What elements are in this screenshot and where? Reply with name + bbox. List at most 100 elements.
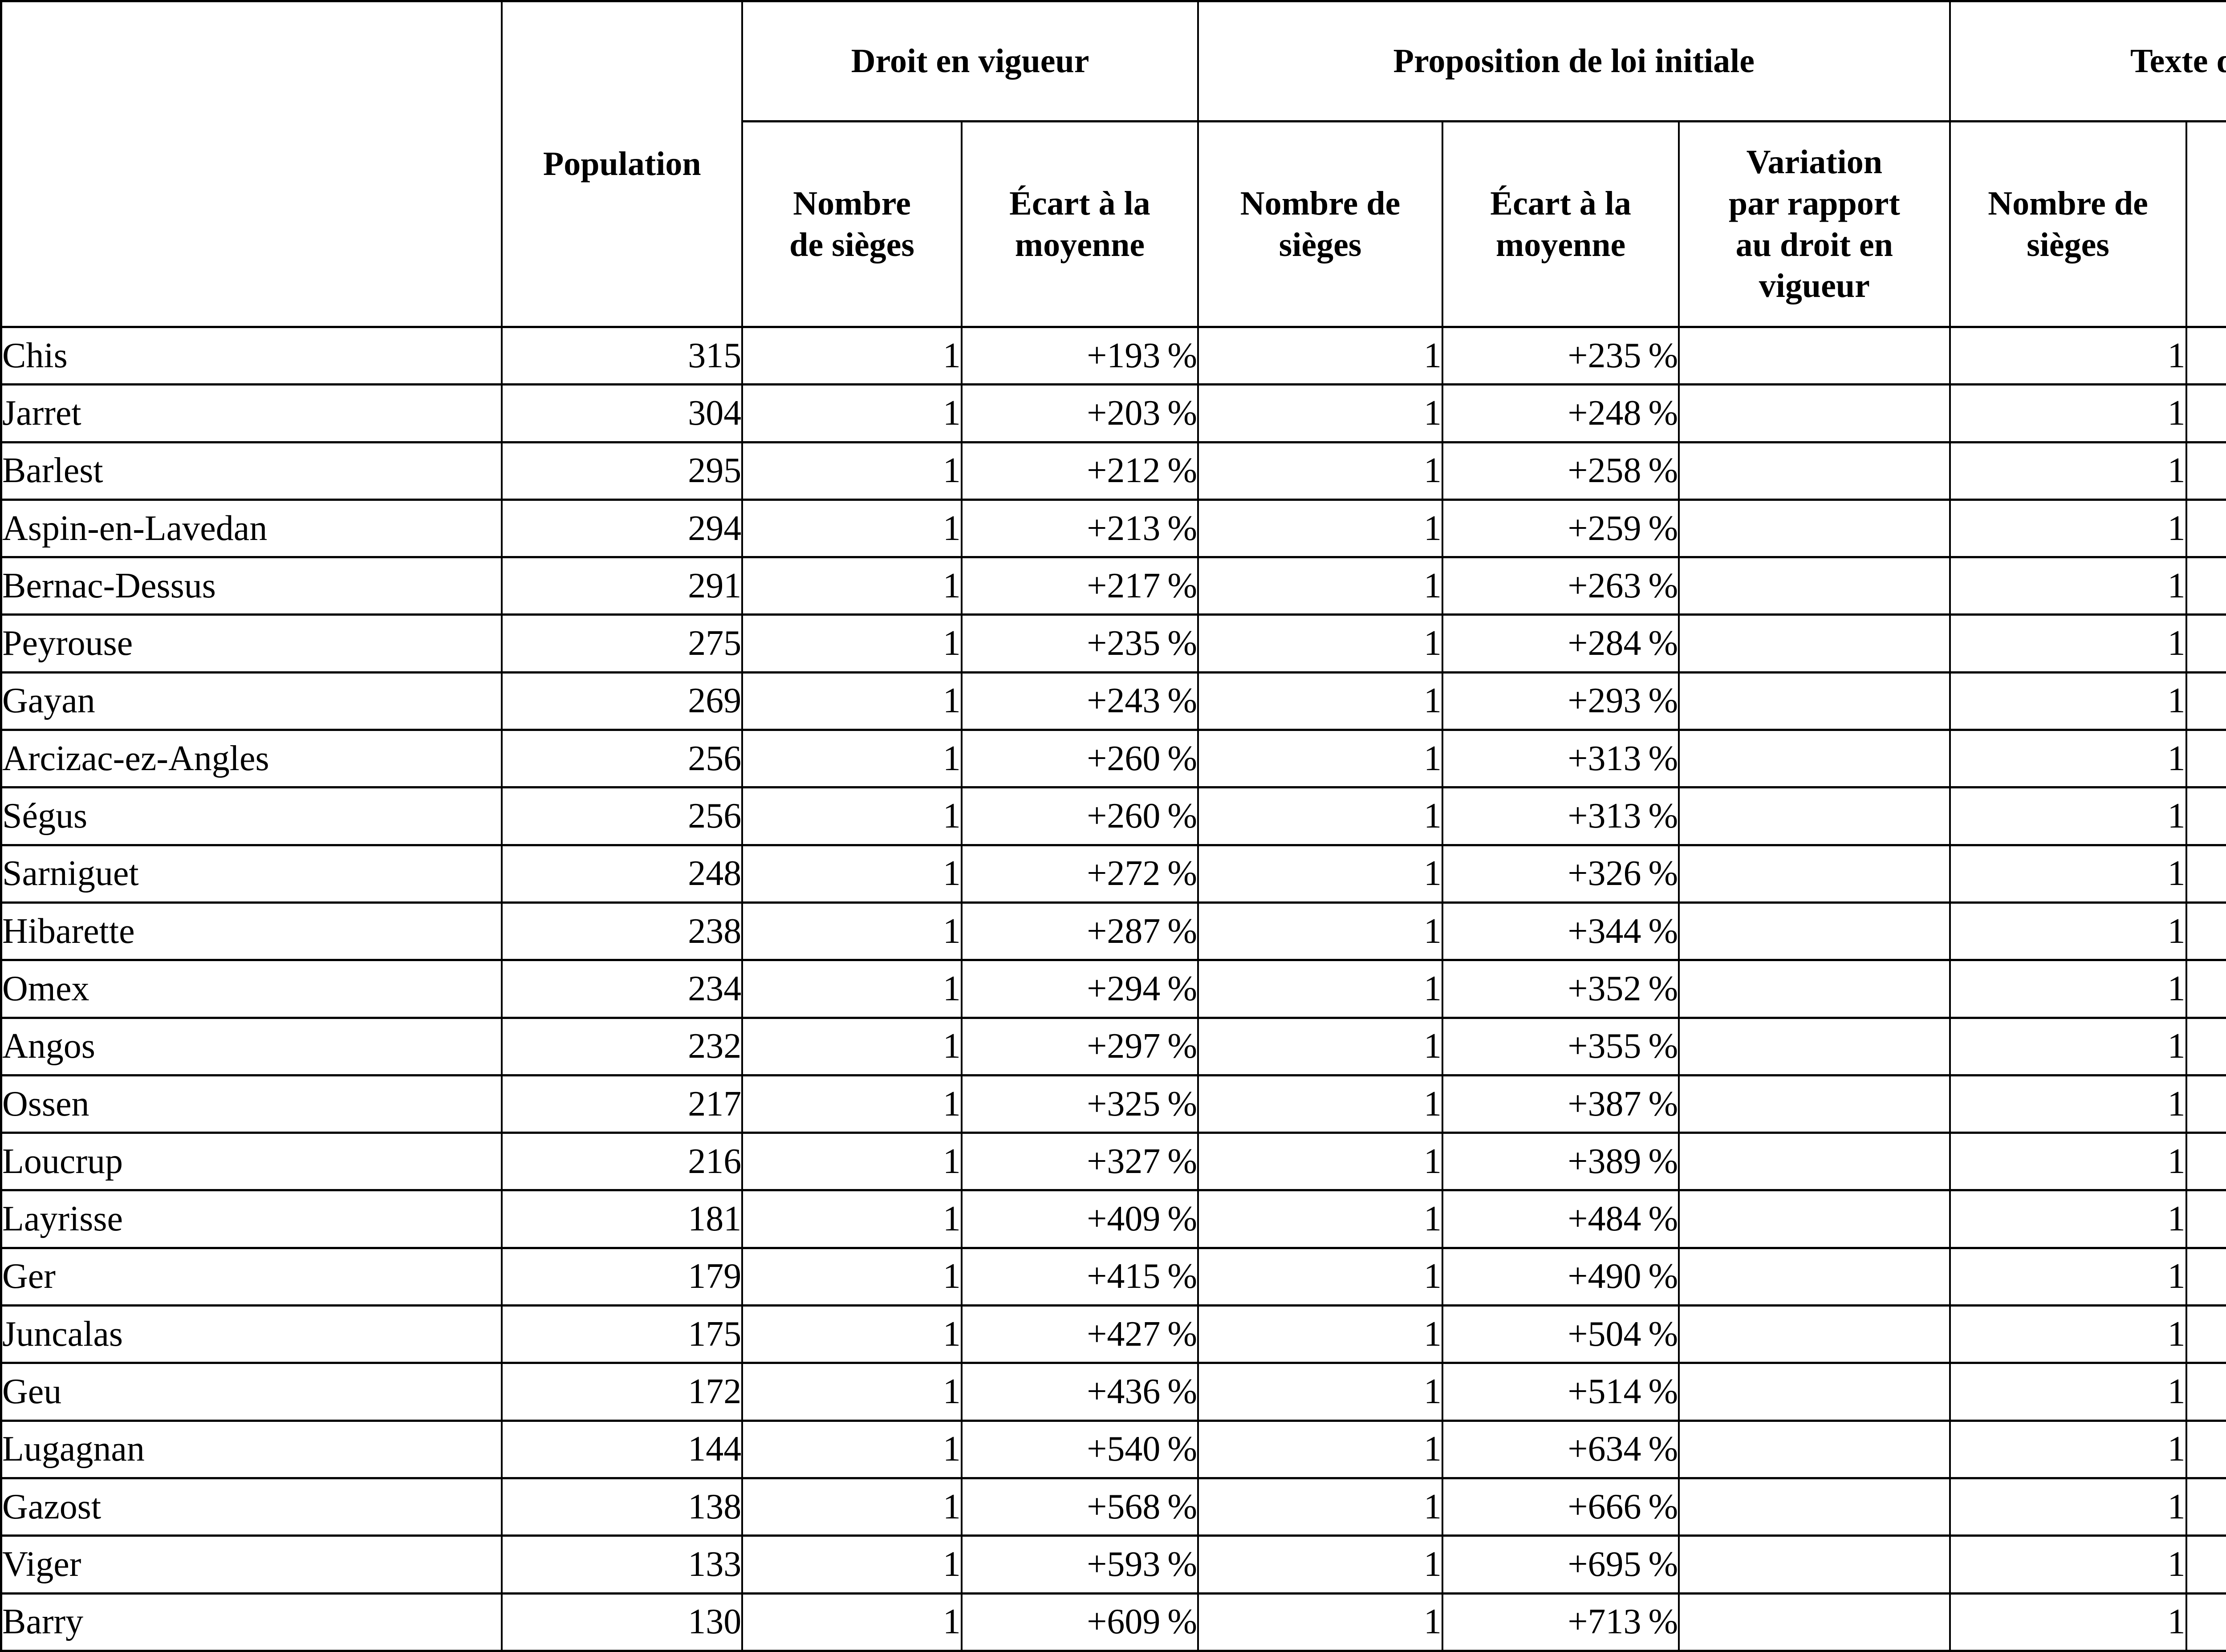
cell-droit-ecart: +436 % bbox=[960, 1362, 1199, 1422]
cell-pli-variation bbox=[1678, 1477, 1951, 1537]
cell-commission-ecart: +260 % bbox=[2185, 901, 2226, 962]
column-header-droit-ecart-a-la-moyenne: Écart à la moyenne bbox=[960, 120, 1199, 328]
cell-commission-sieges: 1 bbox=[1949, 959, 2187, 1019]
cell-commission-sieges: 1 bbox=[1949, 498, 2187, 559]
cell-pli-sieges: 1 bbox=[1197, 1074, 1443, 1134]
cell-population: 138 bbox=[501, 1477, 743, 1537]
cell-commission-ecart: +379 % bbox=[2185, 1246, 2226, 1307]
cell-population: 144 bbox=[501, 1419, 743, 1479]
cell-droit-ecart: +568 % bbox=[960, 1477, 1199, 1537]
cell-pli-sieges: 1 bbox=[1197, 1304, 1443, 1364]
cell-commission-ecart: +191 % bbox=[2185, 441, 2226, 501]
cell-pli-ecart: +490 % bbox=[1441, 1246, 1680, 1307]
cell-droit-ecart: +297 % bbox=[960, 1016, 1199, 1076]
cell-pli-ecart: +666 % bbox=[1441, 1477, 1680, 1537]
cell-commission-sieges: 1 bbox=[1949, 786, 2187, 846]
cell-commune: Ger bbox=[0, 1246, 503, 1307]
cell-commission-ecart: +246 % bbox=[2185, 844, 2226, 904]
cell-droit-sieges: 1 bbox=[741, 556, 963, 616]
corner-cell bbox=[0, 0, 503, 328]
cell-commission-sieges: 1 bbox=[1949, 1074, 2187, 1134]
cell-commission-ecart: +235 % bbox=[2185, 786, 2226, 846]
cell-droit-ecart: +272 % bbox=[960, 844, 1199, 904]
cell-commune: Jarret bbox=[0, 383, 503, 443]
cell-commission-ecart: +295 % bbox=[2185, 1074, 2226, 1134]
cell-commission-sieges: 1 bbox=[1949, 671, 2187, 731]
cell-pli-variation bbox=[1678, 959, 1951, 1019]
cell-droit-ecart: +243 % bbox=[960, 671, 1199, 731]
cell-commission-sieges: 1 bbox=[1949, 1016, 2187, 1076]
cell-population: 304 bbox=[501, 383, 743, 443]
cell-commission-ecart: +182 % bbox=[2185, 383, 2226, 443]
cell-population: 181 bbox=[501, 1189, 743, 1249]
cell-pli-variation bbox=[1678, 671, 1951, 731]
cell-commission-ecart: +212 % bbox=[2185, 613, 2226, 674]
cell-commission-ecart: +495 % bbox=[2185, 1419, 2226, 1479]
cell-droit-ecart: +427 % bbox=[960, 1304, 1199, 1364]
cell-commission-sieges: 1 bbox=[1949, 1246, 2187, 1307]
group-header-proposition-de-loi-initiale: Proposition de loi initiale bbox=[1197, 0, 1951, 122]
cell-pli-variation bbox=[1678, 441, 1951, 501]
cell-droit-sieges: 1 bbox=[741, 1016, 963, 1076]
cell-pli-sieges: 1 bbox=[1197, 1246, 1443, 1307]
cell-commune: Gazost bbox=[0, 1477, 503, 1537]
cell-pli-sieges: 1 bbox=[1197, 325, 1443, 386]
cell-droit-ecart: +327 % bbox=[960, 1132, 1199, 1192]
cell-droit-sieges: 1 bbox=[741, 1362, 963, 1422]
cell-droit-sieges: 1 bbox=[741, 613, 963, 674]
cell-droit-ecart: +235 % bbox=[960, 613, 1199, 674]
cell-pli-variation bbox=[1678, 325, 1951, 386]
cell-pli-sieges: 1 bbox=[1197, 383, 1443, 443]
cell-commission-sieges: 1 bbox=[1949, 1189, 2187, 1249]
cell-population: 238 bbox=[501, 901, 743, 962]
cell-pli-variation bbox=[1678, 901, 1951, 962]
cell-population: 172 bbox=[501, 1362, 743, 1422]
cell-population: 294 bbox=[501, 498, 743, 559]
column-header-commission-ecart-a-la-moyenne: Écart à la moyenne bbox=[2185, 120, 2226, 328]
cell-pli-ecart: +258 % bbox=[1441, 441, 1680, 501]
cell-population: 269 bbox=[501, 671, 743, 731]
cell-pli-variation bbox=[1678, 786, 1951, 846]
cell-pli-variation bbox=[1678, 613, 1951, 674]
cell-pli-variation bbox=[1678, 1534, 1951, 1595]
cell-commission-ecart: +521 % bbox=[2185, 1477, 2226, 1537]
cell-droit-sieges: 1 bbox=[741, 1304, 963, 1364]
cell-droit-ecart: +409 % bbox=[960, 1189, 1199, 1249]
cell-pli-variation bbox=[1678, 1189, 1951, 1249]
cell-pli-ecart: +284 % bbox=[1441, 613, 1680, 674]
cell-droit-sieges: 1 bbox=[741, 1534, 963, 1595]
cell-droit-sieges: 1 bbox=[741, 1074, 963, 1134]
cell-population: 175 bbox=[501, 1304, 743, 1364]
cell-population: 275 bbox=[501, 613, 743, 674]
cell-pli-sieges: 1 bbox=[1197, 1477, 1443, 1537]
cell-pli-ecart: +344 % bbox=[1441, 901, 1680, 962]
column-header-pli-variation: Variation par rapport au droit en vigueu… bbox=[1678, 120, 1951, 328]
cell-commission-sieges: 1 bbox=[1949, 901, 2187, 962]
cell-pli-ecart: +504 % bbox=[1441, 1304, 1680, 1364]
cell-commission-ecart: +195 % bbox=[2185, 556, 2226, 616]
cell-pli-sieges: 1 bbox=[1197, 1362, 1443, 1422]
column-header-commission-nombre-de-sieges: Nombre de sièges bbox=[1949, 120, 2187, 328]
cell-commission-ecart: +172 % bbox=[2185, 325, 2226, 386]
cell-pli-ecart: +484 % bbox=[1441, 1189, 1680, 1249]
cell-droit-sieges: 1 bbox=[741, 441, 963, 501]
cell-commune: Gayan bbox=[0, 671, 503, 731]
cell-droit-ecart: +540 % bbox=[960, 1419, 1199, 1479]
cell-droit-sieges: 1 bbox=[741, 498, 963, 559]
cell-commission-sieges: 1 bbox=[1949, 613, 2187, 674]
cell-pli-ecart: +248 % bbox=[1441, 383, 1680, 443]
